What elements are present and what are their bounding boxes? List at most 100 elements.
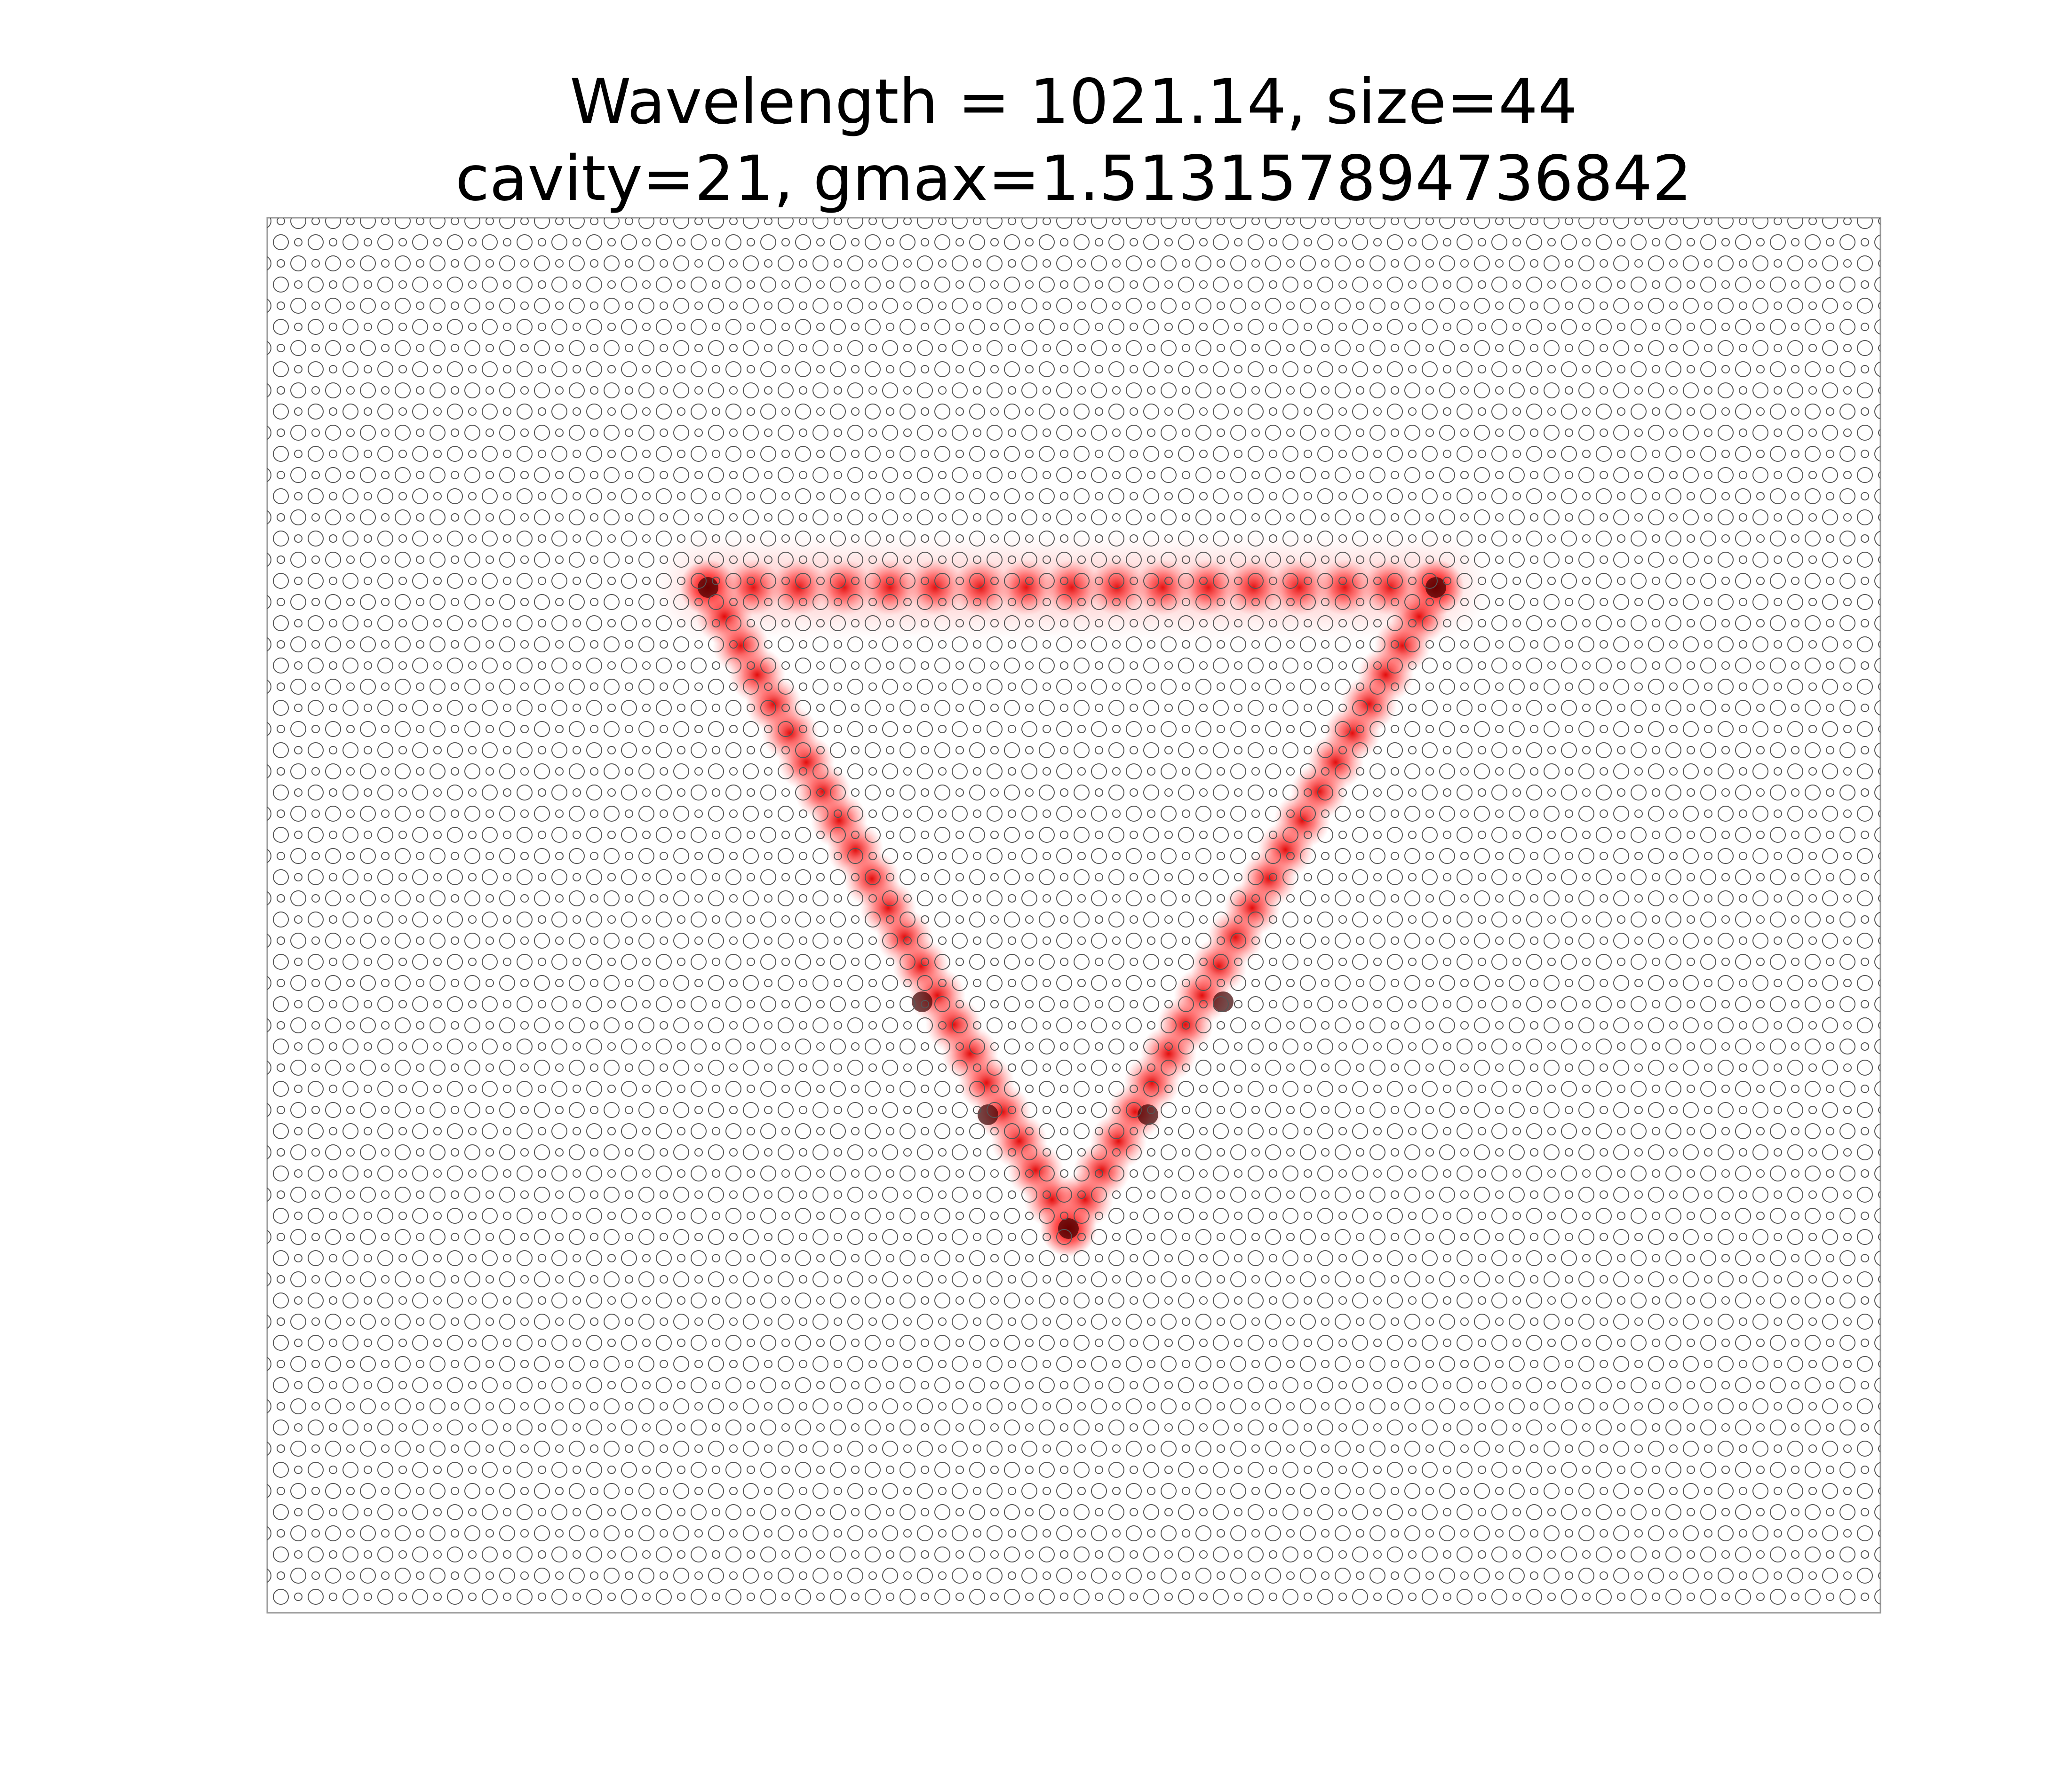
hole-small [938, 218, 947, 225]
hole-small [1687, 280, 1695, 289]
hole-small [1460, 386, 1469, 395]
hole-small [1878, 344, 1880, 352]
hole-small [1565, 513, 1573, 522]
hole-small [1286, 386, 1295, 395]
hole-large [1352, 488, 1368, 504]
hole-large [1613, 425, 1629, 441]
hole-large [638, 467, 654, 483]
hole-large [1752, 340, 1768, 356]
hole-large [1404, 636, 1420, 652]
hole-large [1874, 404, 1880, 420]
hole-large [708, 509, 724, 525]
hole-small [1077, 555, 1086, 564]
hole-small [398, 619, 407, 627]
hole-small [764, 218, 772, 225]
hole-small [1582, 407, 1591, 416]
hole-large [517, 319, 533, 335]
hole-small [1408, 450, 1417, 458]
hole-small [1147, 386, 1155, 395]
hole-large [1526, 234, 1542, 250]
hole-small [1634, 513, 1643, 522]
hole-large [1369, 298, 1385, 314]
hole-small [364, 407, 372, 416]
hole-small [1425, 218, 1434, 225]
hole-small [364, 577, 372, 585]
hole-large [569, 382, 585, 398]
hole-small [1095, 577, 1103, 585]
hole-small [1182, 386, 1190, 395]
hole-small [1878, 640, 1880, 649]
hole-small [416, 555, 424, 564]
hole-large [812, 298, 828, 314]
hole-large [1108, 531, 1124, 547]
hole-small [398, 492, 407, 500]
hole-large [534, 679, 550, 695]
hole-large [743, 382, 759, 398]
hole-large [1387, 573, 1403, 589]
hole-large [952, 467, 968, 483]
hole-small [607, 534, 616, 543]
hole-small [1878, 218, 1880, 225]
hole-large [499, 425, 515, 441]
hole-large [1091, 382, 1107, 398]
hole-small [364, 661, 372, 670]
hole-small [1338, 365, 1347, 373]
hole-small [1634, 301, 1643, 310]
hole-large [1787, 340, 1803, 356]
hole-small [1687, 577, 1695, 585]
hole-small [1269, 661, 1277, 670]
hole-small [590, 598, 598, 606]
hole-small [1513, 323, 1521, 331]
hole-large [1439, 255, 1455, 271]
hole-large [1787, 509, 1803, 525]
hole-small [642, 238, 651, 246]
hole-large [1404, 298, 1420, 314]
hole-large [569, 467, 585, 483]
hole-large [1108, 361, 1124, 377]
hole-small [973, 471, 981, 479]
hole-small [311, 218, 320, 225]
hole-large [987, 467, 1003, 483]
hole-large [1265, 298, 1281, 314]
hole-large [621, 404, 637, 420]
hole-small [1843, 386, 1852, 395]
hole-small [677, 323, 685, 331]
hole-small [1147, 428, 1155, 437]
hole-large [865, 446, 881, 462]
hole-small [1234, 492, 1242, 500]
hole-small [868, 218, 877, 225]
hole-large [1787, 382, 1803, 398]
hole-small [1425, 640, 1434, 649]
hole-small [1321, 598, 1330, 606]
hole-small [1600, 513, 1608, 522]
hole-large [1074, 234, 1090, 250]
hole-small [1547, 323, 1556, 331]
hole-small [1704, 555, 1712, 564]
hole-large [1300, 255, 1316, 271]
hole-small [1530, 344, 1538, 352]
hole-small [677, 450, 685, 458]
hole-large [847, 636, 863, 652]
hole-large [1526, 319, 1542, 335]
hole-small [294, 704, 303, 712]
hole-large [882, 382, 898, 398]
hole-large [987, 218, 1003, 229]
hole-large [1665, 573, 1681, 589]
hole-large [847, 594, 863, 610]
hole-large [267, 595, 271, 609]
hole-small [486, 682, 494, 691]
hole-small [1043, 259, 1051, 268]
hole-small [1600, 386, 1608, 395]
hole-large [760, 488, 776, 504]
hole-small [1861, 450, 1869, 458]
hole-large [1282, 615, 1298, 631]
hole-large [1752, 382, 1768, 398]
hole-small [573, 534, 581, 543]
hole-small [799, 555, 807, 564]
hole-large [1578, 298, 1594, 314]
hole-small [1408, 492, 1417, 500]
hole-small [1008, 682, 1016, 691]
hole-large [656, 404, 672, 420]
hole-small [1025, 661, 1034, 670]
hole-large [1161, 509, 1177, 525]
